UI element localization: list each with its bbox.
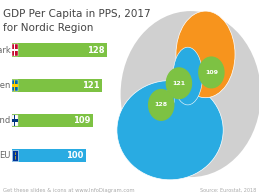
FancyBboxPatch shape bbox=[14, 80, 15, 91]
Bar bbox=[12, 79, 102, 92]
Text: for Nordic Region: for Nordic Region bbox=[3, 23, 93, 33]
Text: Denmark: Denmark bbox=[0, 46, 11, 55]
Text: 121: 121 bbox=[82, 81, 99, 90]
Bar bbox=[12, 149, 86, 162]
Text: 109: 109 bbox=[73, 116, 90, 125]
FancyBboxPatch shape bbox=[12, 119, 18, 122]
Circle shape bbox=[149, 90, 174, 120]
Text: 109: 109 bbox=[205, 70, 218, 75]
Text: Get these slides & icons at www.InfoDiagram.com: Get these slides & icons at www.InfoDiag… bbox=[3, 188, 134, 193]
Ellipse shape bbox=[163, 90, 175, 108]
FancyBboxPatch shape bbox=[14, 44, 15, 56]
FancyBboxPatch shape bbox=[12, 49, 18, 51]
Ellipse shape bbox=[176, 11, 235, 98]
FancyBboxPatch shape bbox=[12, 80, 18, 91]
Ellipse shape bbox=[173, 47, 203, 105]
Text: EU: EU bbox=[0, 151, 11, 160]
FancyBboxPatch shape bbox=[12, 44, 18, 56]
Circle shape bbox=[166, 68, 191, 99]
Text: 128: 128 bbox=[87, 46, 105, 55]
Circle shape bbox=[199, 57, 224, 88]
Text: Source: Eurostat, 2018: Source: Eurostat, 2018 bbox=[200, 188, 256, 193]
Bar bbox=[12, 43, 107, 57]
Text: Sweden: Sweden bbox=[0, 81, 11, 90]
Bar bbox=[12, 114, 93, 127]
Text: 100: 100 bbox=[67, 151, 84, 160]
FancyBboxPatch shape bbox=[12, 150, 18, 161]
Ellipse shape bbox=[117, 81, 223, 180]
FancyBboxPatch shape bbox=[12, 84, 18, 87]
Text: Finland: Finland bbox=[0, 116, 11, 125]
FancyBboxPatch shape bbox=[12, 115, 18, 126]
Ellipse shape bbox=[121, 11, 259, 177]
Text: 128: 128 bbox=[155, 102, 168, 107]
Text: GDP Per Capita in PPS, 2017: GDP Per Capita in PPS, 2017 bbox=[3, 9, 150, 19]
FancyBboxPatch shape bbox=[14, 115, 15, 126]
Text: 121: 121 bbox=[172, 81, 185, 86]
